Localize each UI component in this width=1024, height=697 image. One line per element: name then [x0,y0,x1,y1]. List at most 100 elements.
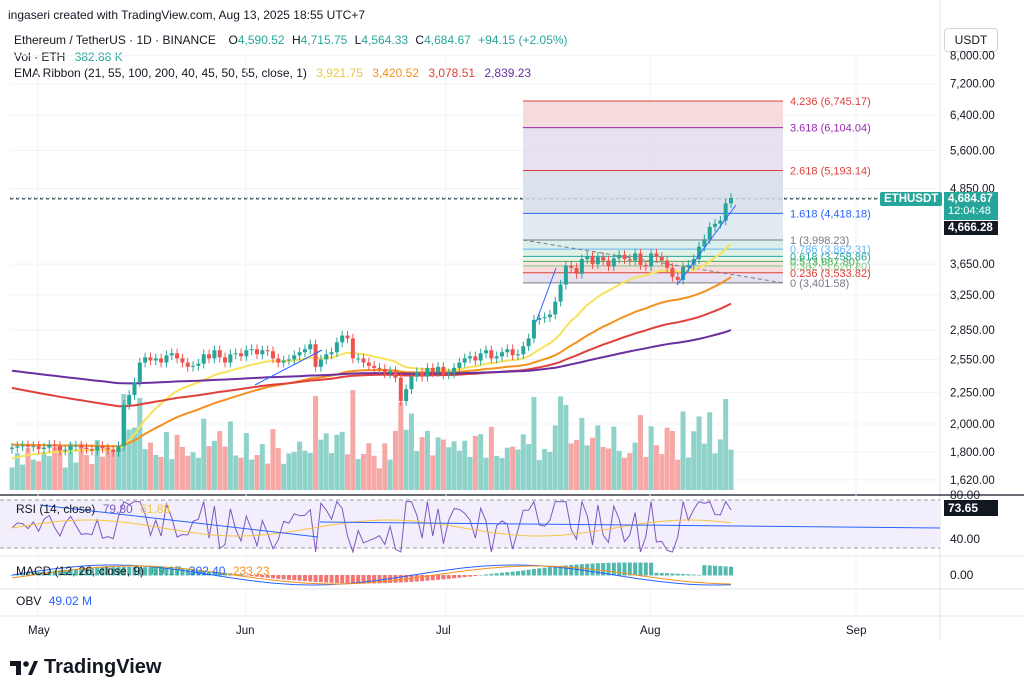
ema-label[interactable]: EMA Ribbon (21, 55, 100, 200, 40, 45, 50… [14,66,307,80]
volume-bar [350,390,356,490]
fib-zone [523,213,783,240]
volume-bar [174,434,180,490]
volume-label[interactable]: Vol · ETH [14,50,66,64]
author-line: ingaseri created with TradingView.com, A… [8,8,365,22]
price-tick-label: 7,200.00 [950,79,995,91]
volume-bar [142,449,148,490]
macd-histogram-bar [436,575,441,580]
macd-label[interactable]: MACD (12, 26, close, 9) [16,564,145,578]
candle-body [153,358,158,361]
macd-histogram-bar [670,573,675,576]
ema-line-200 [11,329,732,385]
macd-line [11,564,732,586]
price-axis[interactable]: 8,000.007,200.006,400.005,600.004,850.00… [950,51,995,487]
candle-body [20,445,25,447]
candle-body [526,338,531,347]
candle-body [659,256,664,261]
rsi-label[interactable]: RSI (14, close) [16,502,96,516]
obv-label[interactable]: OBV [16,594,42,608]
macd-axis-zero: 0.00 [950,568,974,582]
currency-label: USDT [954,33,988,47]
candle-body [372,365,377,368]
candle-body [47,444,52,448]
candle-body [31,446,36,448]
volume-bar [281,463,287,490]
macd-histogram-bar [286,575,291,580]
obv-value: 49.02 M [48,594,93,608]
candle-body [462,358,467,363]
macd-histogram-bar [324,575,329,583]
fib-extension[interactable]: 4.236 (6,745.17) 3.618 (6,104.04) 2.618 (5… [522,96,871,290]
macd-histogram-bar [430,575,435,581]
candle-body [111,449,116,452]
macd-histogram-bar [127,567,132,576]
volume-bar [20,464,26,490]
volume-bar [392,430,398,490]
macd-histogram-bar [489,573,494,576]
candle-body [159,358,164,363]
rsi-value-2: 61.88 [140,502,171,516]
candle-body [366,362,371,366]
trend-drawings[interactable] [254,204,737,386]
volume-bar [147,442,153,490]
macd-histogram-bar [414,575,419,582]
macd-histogram-bar [292,575,297,581]
candle-body [169,353,174,356]
candle-body [350,338,355,359]
macd-histogram-bar [329,575,334,583]
currency-button[interactable]: USDT [944,28,998,52]
candle-body [175,353,180,359]
ema-line-100 [11,302,732,408]
candle-body [313,344,318,367]
macd-histogram-bar [356,575,361,584]
macd-histogram-bar [302,575,307,582]
volume-bar [435,437,441,490]
volume-bar [419,437,425,490]
macd-histogram-bar [707,565,712,576]
volume-bar [606,448,612,490]
macd-histogram-bar [153,567,158,576]
macd-value-2: 302.40 [188,564,226,578]
macd-histogram-bar [201,570,206,576]
macd-histogram-bar [175,568,180,576]
volume-bar [57,446,63,490]
candle-body [617,254,622,259]
volume-bar [590,437,596,490]
candle-body [425,367,430,377]
volume-bar [9,467,15,490]
symbol-title[interactable]: Ethereum / TetherUS · 1D · BINANCE [14,33,216,47]
candle-body [57,446,62,451]
candle-body [670,267,675,277]
candle-body [196,363,201,366]
volume-bar [611,426,617,490]
change-value: +94.15 (+2.05%) [478,33,568,47]
brand-name: TradingView [44,656,162,678]
price-tick-label: 2,850.00 [950,325,995,337]
macd-histogram-bar [574,564,579,576]
macd-signal-line [11,565,732,585]
candle-body [132,382,137,396]
volume-bar [542,448,548,490]
volume-bar [717,439,723,490]
volume-bar [217,431,223,490]
ema-row: EMA Ribbon (21, 55, 100, 200, 40, 45, 50… [14,66,531,80]
candle-body [569,265,574,268]
macd-histogram-bar [569,564,574,576]
macd-histogram-bar [185,569,190,576]
candle-body [590,256,595,265]
macd-histogram-bar [468,575,473,577]
candle-body [505,349,510,353]
macd-histogram-bar [105,567,110,576]
rsi-tag: 73.65 [944,500,998,516]
candle-body [547,314,552,318]
candle-body [148,357,153,361]
candle-body [388,371,393,374]
fib-zone [523,101,783,128]
candle-body [217,350,222,358]
brand[interactable]: TradingView [10,656,161,679]
time-axis[interactable]: May Jun Jul Aug Sep [28,625,866,637]
volume-bar [73,462,79,490]
candle-body [494,356,499,359]
close-label: C [415,33,425,47]
